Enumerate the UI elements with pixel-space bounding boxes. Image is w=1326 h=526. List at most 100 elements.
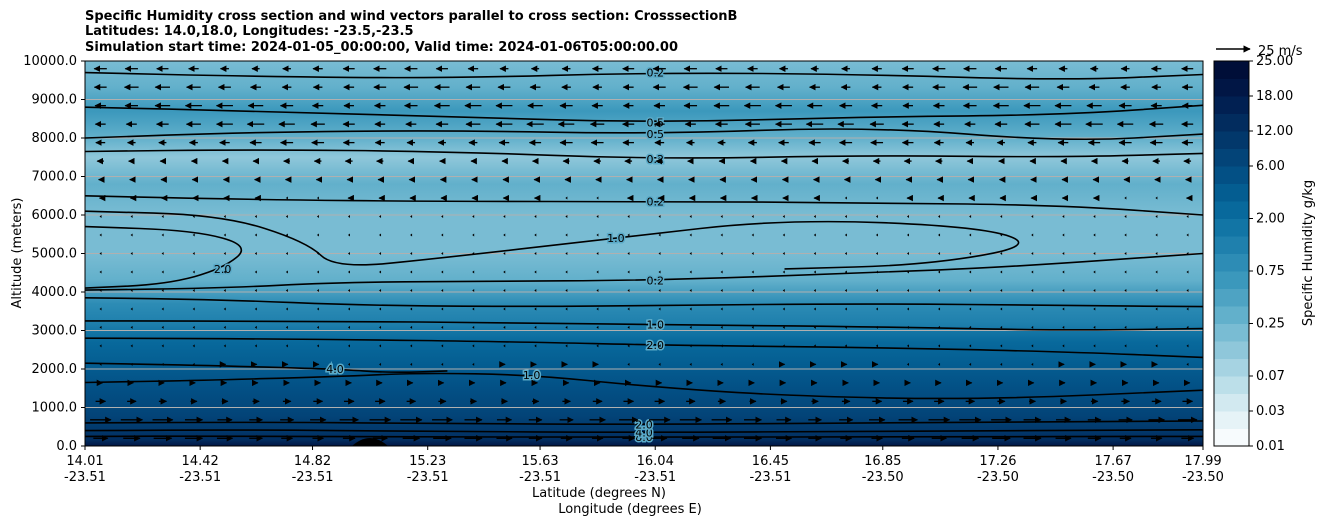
wind-vector [1000, 288, 1003, 292]
wind-vector [410, 344, 413, 348]
wind-vector [1031, 215, 1034, 219]
wind-vector [720, 252, 723, 255]
wind-vector [254, 270, 257, 274]
wind-vector [99, 215, 102, 219]
colorbar-frame [1213, 60, 1250, 447]
contour-line [85, 320, 1203, 331]
wind-vector [1155, 270, 1158, 274]
wind-vector [751, 233, 754, 237]
x-tick-label-latitude: 14.01 [66, 454, 103, 469]
wind-vector [130, 215, 133, 219]
x-tick-label-latitude: 17.99 [1184, 454, 1221, 469]
wind-vector [875, 307, 878, 311]
wind-vector [906, 252, 909, 255]
contour-lines: 8.04.02.01.04.02.01.00.22.01.00.20.20.50… [85, 65, 1203, 446]
y-tick-label: 6000.0 [32, 208, 78, 223]
wind-vector [1062, 252, 1065, 255]
wind-vector [1124, 233, 1127, 237]
wind-vector [254, 288, 257, 292]
wind-vector [1186, 362, 1189, 366]
wind-vector [503, 344, 506, 348]
wind-vector [1031, 252, 1034, 255]
wind-vector [813, 288, 816, 292]
wind-vector [1186, 307, 1189, 311]
wind-vector [534, 344, 537, 348]
wind-vector [1124, 270, 1127, 274]
wind-vector [1031, 325, 1034, 329]
wind-vector [161, 252, 164, 255]
wind-vector [285, 307, 288, 311]
wind-vector [410, 288, 413, 292]
wind-vector [223, 233, 226, 237]
x-tick-label-latitude: 14.42 [182, 454, 219, 469]
wind-vector [906, 344, 909, 348]
wind-vector [347, 325, 350, 329]
wind-vector [565, 215, 568, 219]
wind-vector [347, 288, 350, 292]
wind-vector [99, 233, 102, 237]
chart-title-line-3: Simulation start time: 2024-01-05_00:00:… [85, 40, 678, 55]
wind-vector [969, 307, 972, 311]
colorbar-tick-label: 12.00 [1256, 124, 1293, 139]
x-tick-label-latitude: 16.85 [864, 454, 901, 469]
wind-vector [813, 270, 816, 274]
wind-vector [192, 307, 195, 311]
wind-vector [596, 252, 599, 255]
wind-vector [472, 307, 475, 311]
colorbar-bin [1214, 411, 1249, 429]
wind-vector [844, 252, 847, 255]
y-tick-label: 1000.0 [32, 401, 78, 416]
colorbar-bin [1214, 341, 1249, 359]
x-tick-label-longitude: -23.50 [1182, 470, 1224, 485]
wind-vector [658, 325, 661, 329]
wind-vector [161, 344, 164, 348]
wind-vector [1155, 325, 1158, 329]
contour-label: 1.0 [607, 232, 625, 245]
contour-label: 4.0 [635, 427, 653, 440]
x-tick-label-latitude: 15.63 [521, 454, 558, 469]
wind-vector [751, 215, 754, 219]
wind-vector [130, 325, 133, 329]
wind-vector [1000, 233, 1003, 237]
x-tick-label-longitude: -23.50 [977, 470, 1019, 485]
wind-vector [1031, 288, 1034, 292]
wind-vector [751, 252, 754, 255]
wind-vector [379, 233, 382, 237]
wind-vector [969, 215, 972, 219]
wind-vector [161, 233, 164, 237]
wind-vector [316, 344, 319, 348]
wind-vector [689, 325, 692, 329]
wind-vector [161, 270, 164, 274]
wind-vector [534, 288, 537, 292]
wind-vector [969, 233, 972, 237]
wind-vector [192, 270, 195, 274]
contour-label: 0.2 [646, 153, 664, 166]
colorbar-bin [1214, 376, 1249, 394]
y-tick-label: 2000.0 [32, 362, 78, 377]
wind-vector [472, 362, 475, 366]
wind-vector [379, 215, 382, 219]
x-axis: 14.01-23.5114.42-23.5114.82-23.5115.23-2… [64, 446, 1224, 485]
contour-line [85, 195, 1203, 216]
contour-line [85, 420, 1203, 425]
y-tick-label: 4000.0 [32, 285, 78, 300]
colorbar-bin [1214, 288, 1249, 307]
wind-vector [161, 325, 164, 329]
wind-vector [689, 252, 692, 255]
wind-vector [938, 270, 941, 274]
wind-vector [285, 196, 288, 200]
contour-label: 0.2 [646, 274, 664, 287]
wind-vector [906, 307, 909, 311]
wind-vector [223, 252, 226, 255]
plot-area: 8.04.02.01.04.02.01.00.22.01.00.20.20.50… [85, 61, 1203, 446]
wind-vector [223, 270, 226, 274]
colorbar-bin [1214, 61, 1249, 79]
wind-vector [410, 233, 413, 237]
wind-vector [627, 362, 630, 366]
wind-vector [844, 325, 847, 329]
wind-vector [813, 215, 816, 219]
wind-vector [813, 344, 816, 348]
colorbar-tick-label: 0.03 [1256, 404, 1285, 419]
wind-vector [782, 233, 785, 237]
wind-vector [689, 344, 692, 348]
